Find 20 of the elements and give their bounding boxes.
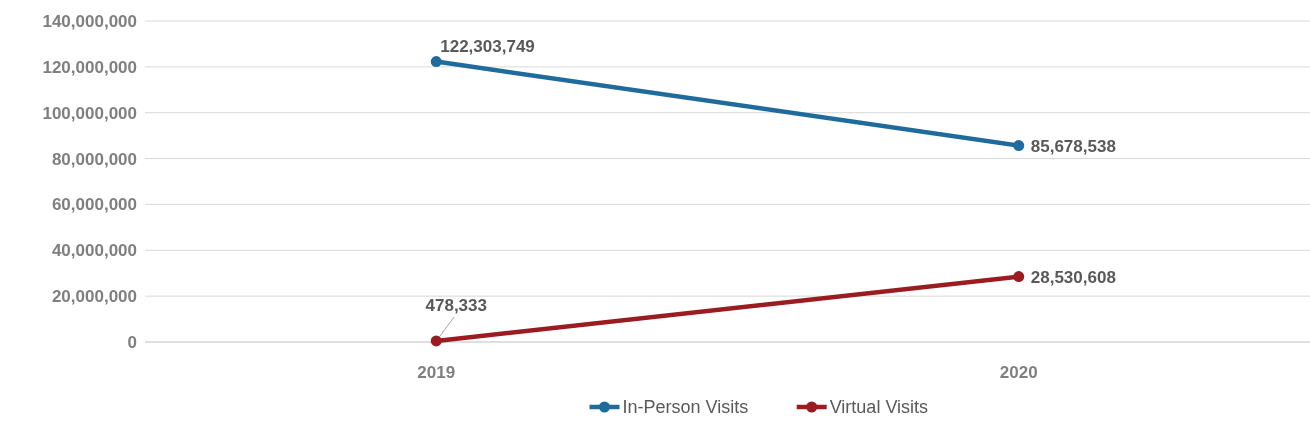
data-label: 478,333 bbox=[425, 295, 487, 315]
point bbox=[1013, 140, 1025, 152]
point bbox=[430, 56, 442, 68]
legend-label: In-Person Visits bbox=[622, 397, 749, 417]
x-tick-label: 2020 bbox=[999, 363, 1038, 382]
y-tick-label: 40,000,000 bbox=[51, 241, 137, 261]
y-tick-label: 140,000,000 bbox=[42, 12, 137, 31]
point bbox=[1013, 271, 1025, 283]
y-tick-label: 0 bbox=[127, 333, 137, 352]
y-tick-label: 80,000,000 bbox=[51, 149, 137, 169]
point bbox=[430, 335, 442, 347]
y-tick-label: 20,000,000 bbox=[51, 287, 137, 307]
x-tick-label: 2019 bbox=[417, 363, 456, 382]
y-tick-label: 60,000,000 bbox=[51, 195, 137, 215]
data-label: 122,303,749 bbox=[440, 36, 535, 56]
data-label: 28,530,608 bbox=[1030, 267, 1116, 287]
y-tick-label: 120,000,000 bbox=[42, 57, 137, 77]
legend-label: Virtual Visits bbox=[829, 397, 929, 417]
y-tick-label: 100,000,000 bbox=[42, 103, 137, 123]
data-label: 85,678,538 bbox=[1030, 136, 1116, 156]
